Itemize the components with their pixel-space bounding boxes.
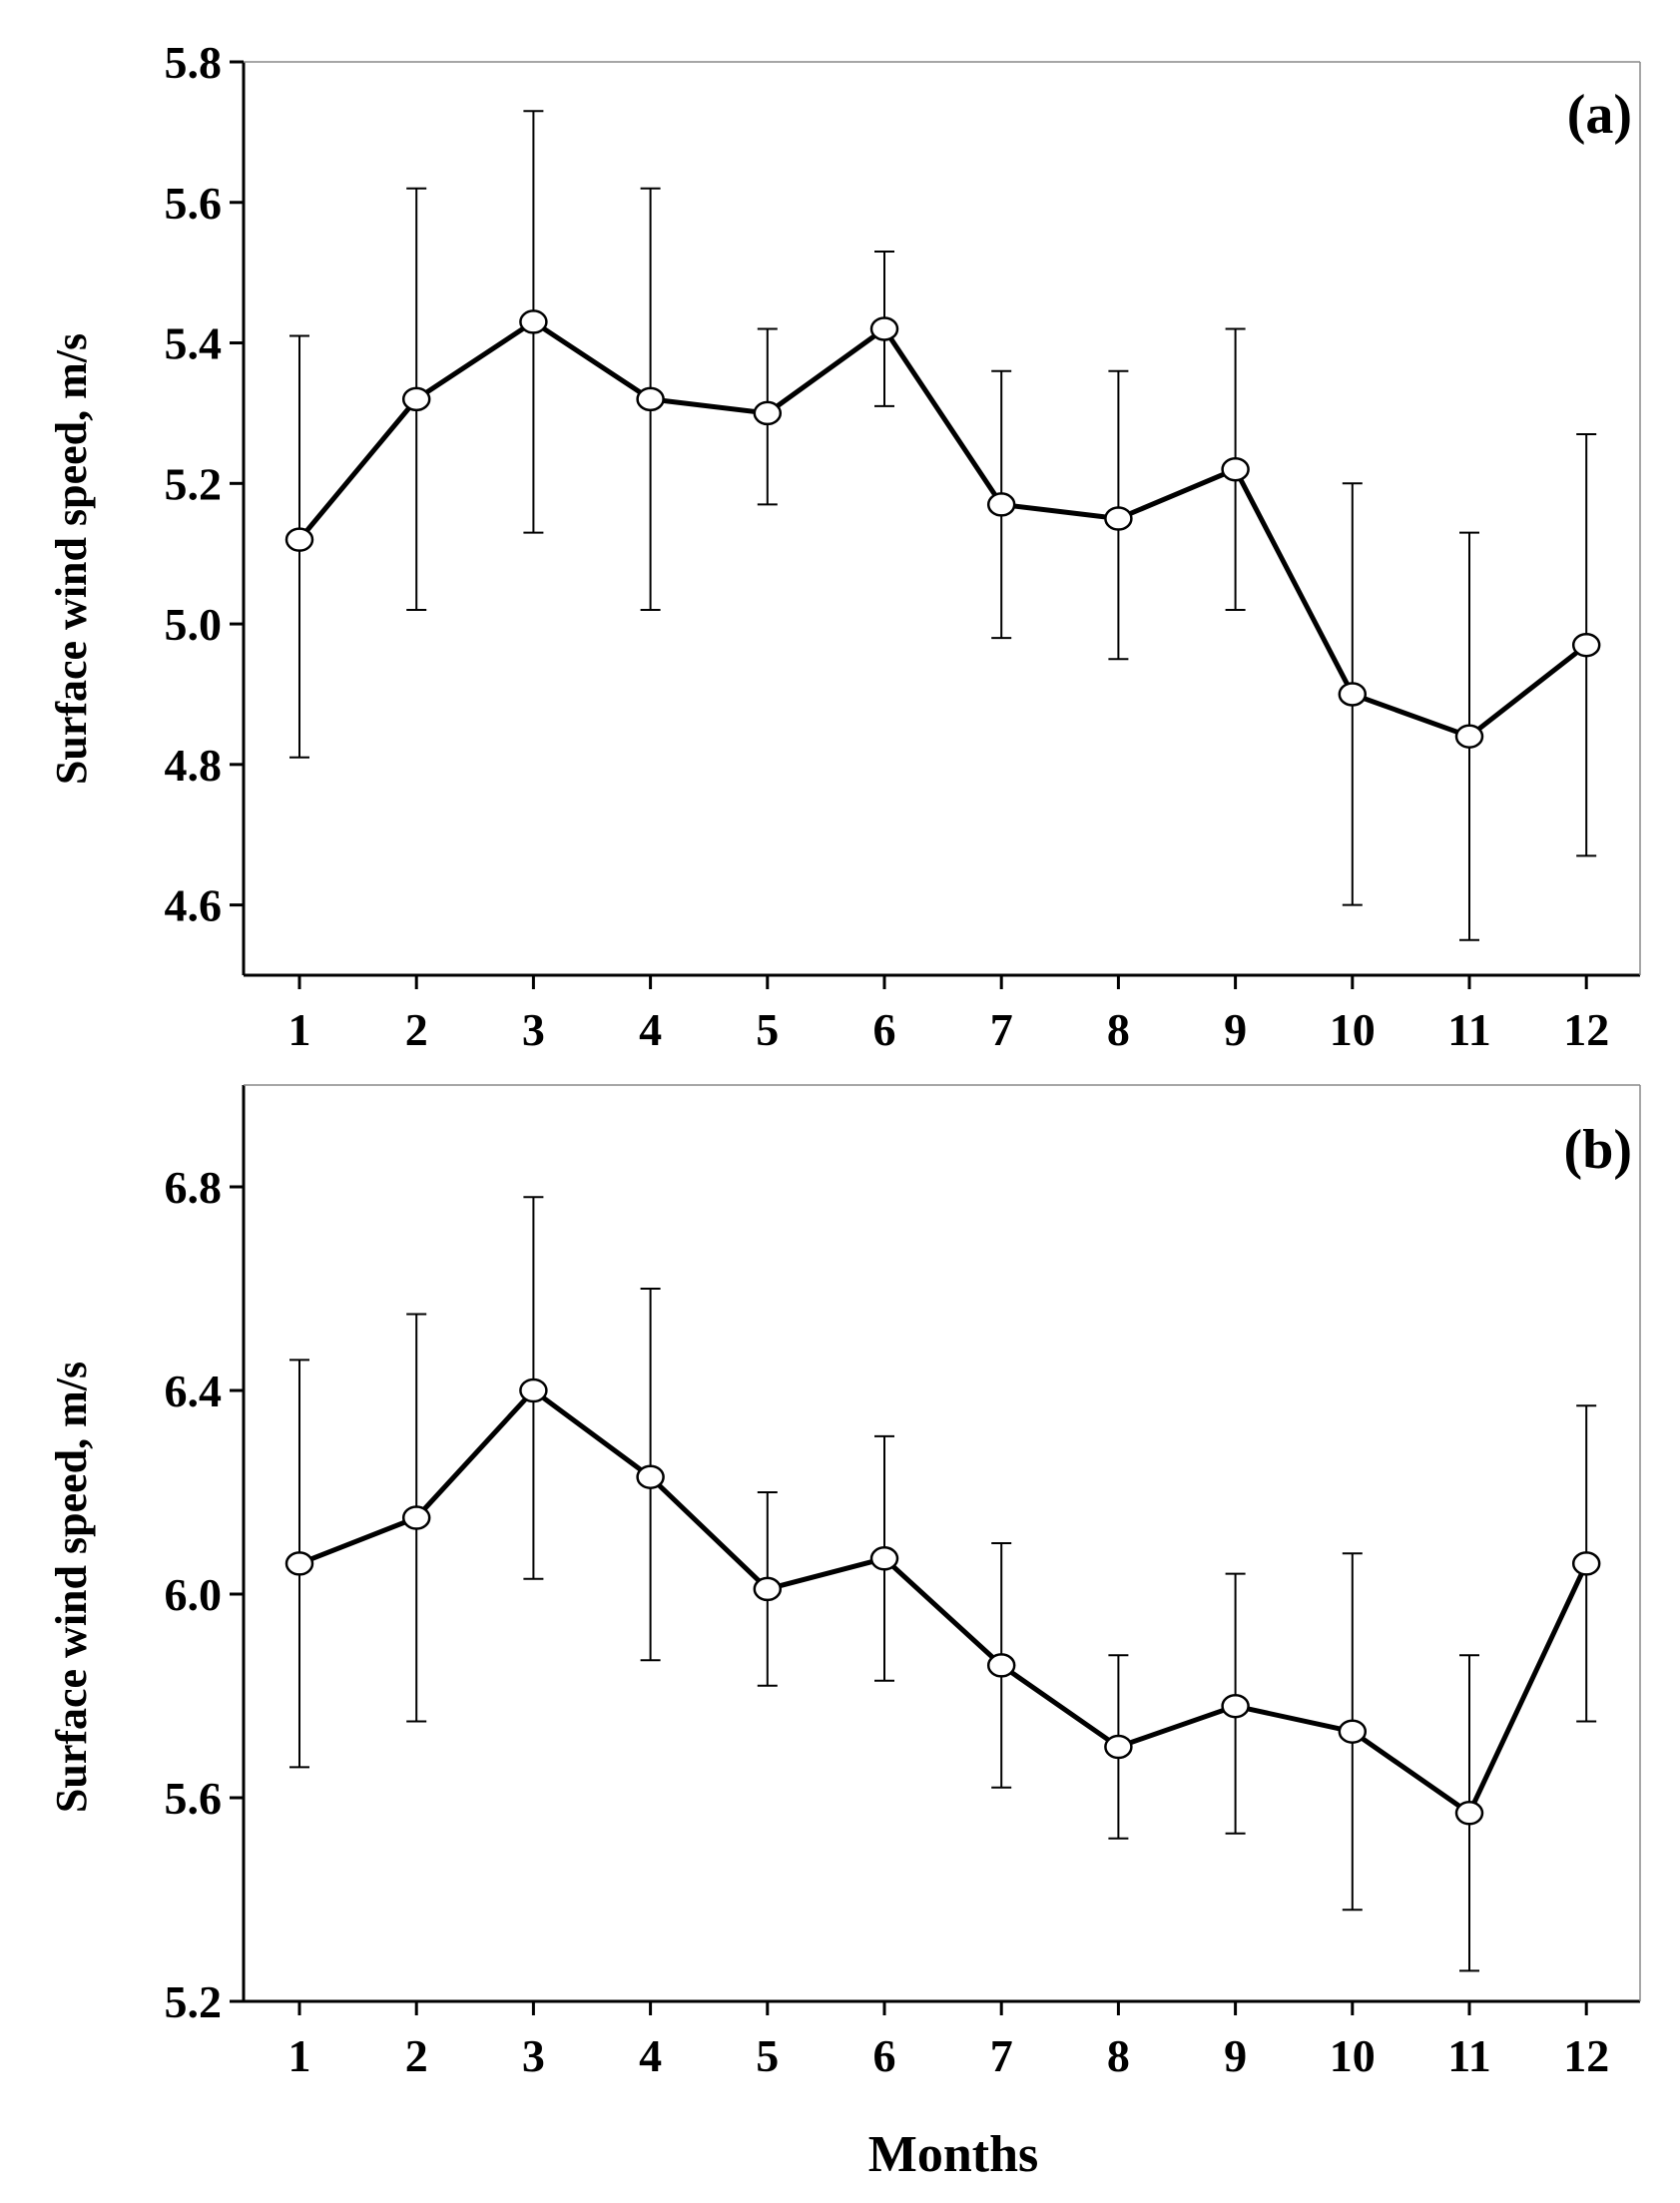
panel-b-data-point [284, 1551, 314, 1576]
panel-a-data-point [284, 527, 314, 552]
panel-a-line-path [297, 318, 1588, 740]
panel-b-x-tick-label: 11 [1447, 2030, 1490, 2081]
panel-a-data-point [1221, 456, 1250, 482]
panel-b-x-tick-label: 3 [522, 2030, 545, 2081]
panel-b-error-bars [289, 1196, 1597, 1972]
panel-a-markers [284, 309, 1601, 749]
panel-a-labels: 4.64.85.05.25.45.65.81 2 3 4 5 6 7 8 9 10 11 12 [165, 37, 1610, 1055]
panel-b-y-tick-label: 6.8 [165, 1162, 223, 1213]
panel-a-x-tick-label: 4 [639, 1004, 662, 1055]
panel-a-x-tick-label: 12 [1563, 1004, 1609, 1055]
panel-b-data-point [401, 1505, 431, 1530]
panel-b-data-point [1338, 1719, 1368, 1744]
panel-a-x-tick-label: 7 [990, 1004, 1013, 1055]
panel-b-x-tick-label: 10 [1330, 2030, 1376, 2081]
panel-b-data-point [753, 1576, 783, 1602]
panel-b-x-tick-label: 4 [639, 2030, 662, 2081]
panel-b-y-tick-label: 5.6 [165, 1773, 223, 1824]
panel-a-x-tick-label: 3 [522, 1004, 545, 1055]
panel-a-data-point [1338, 682, 1368, 707]
panel-a-y-tick-label: 5.0 [165, 599, 223, 650]
panel-a-data-point [519, 309, 548, 334]
panel-b-data-point [986, 1653, 1016, 1678]
panel-a-x-tick-label: 5 [756, 1004, 779, 1055]
panel-b-data-point [519, 1377, 548, 1403]
panel-b-x-tick-label: 8 [1107, 2030, 1130, 2081]
panel-a-series-line [297, 318, 1588, 740]
panel-a-data-point [753, 400, 783, 426]
panel-b-y-tick-label: 6.0 [165, 1569, 223, 1620]
panel-b-axes [230, 1084, 1641, 2015]
panel-a-x-tick-label: 1 [288, 1004, 311, 1055]
panel-b-y-tick-label: 6.4 [165, 1366, 223, 1416]
panel-a-tag: (a) [1567, 84, 1632, 146]
panel-a-data-point [401, 386, 431, 412]
panel-b-y-tick-label: 5.2 [165, 1976, 223, 2027]
panel-a-y-axis-title: Surface wind speed, m/s [47, 333, 96, 785]
panel-b-x-tick-label: 2 [405, 2030, 428, 2081]
panel-a-axes [230, 60, 1641, 989]
panel-b-y-axis-title: Surface wind speed, m/s [47, 1362, 96, 1813]
panel-b-x-tick-label: 1 [288, 2030, 311, 2081]
panel-a-data-point [1454, 724, 1484, 749]
panel-a-x-tick-label: 6 [873, 1004, 896, 1055]
panel-a-data-point [1571, 632, 1601, 658]
panel-a-y-tick-label: 5.4 [165, 318, 223, 369]
panel-a-data-point [869, 316, 899, 341]
panel-a-y-tick-label: 4.8 [165, 740, 223, 791]
panel-a-data-point [1104, 506, 1133, 531]
panel-b-labels: 5.25.66.06.46.81 2 3 4 5 6 7 8 9 10 11 12 [165, 1162, 1610, 2081]
panel-b: 5.25.66.06.46.81 2 3 4 5 6 7 8 9 10 11 12 (b) Surfa… [47, 1084, 1641, 2183]
panel-b-x-tick-label: 12 [1563, 2030, 1609, 2081]
panel-a-data-point [636, 386, 665, 412]
panel-b-x-tick-label: 6 [873, 2030, 896, 2081]
panel-a-x-tick-label: 9 [1224, 1004, 1247, 1055]
panel-b-data-point [1454, 1801, 1484, 1826]
panel-b-data-point [1104, 1734, 1133, 1760]
panel-a-y-tick-label: 4.6 [165, 880, 223, 931]
panel-b-data-point [869, 1546, 899, 1571]
panel-a-y-tick-label: 5.6 [165, 178, 223, 229]
panel-a-x-tick-label: 10 [1330, 1004, 1376, 1055]
panel-b-tag: (b) [1564, 1119, 1632, 1181]
panel-b-x-tick-label: 7 [990, 2030, 1013, 2081]
panel-a-x-tick-label: 2 [405, 1004, 428, 1055]
panel-b-data-point [1571, 1551, 1601, 1576]
panel-a-y-tick-label: 5.8 [165, 37, 223, 88]
panel-a: 4.64.85.05.25.45.65.81 2 3 4 5 6 7 8 9 10 11 12 (a)… [47, 37, 1641, 1055]
panel-a-x-tick-label: 11 [1447, 1004, 1490, 1055]
panel-a-y-tick-label: 5.2 [165, 458, 223, 509]
panel-b-data-point [1221, 1693, 1250, 1719]
panel-a-data-point [986, 492, 1016, 517]
panel-b-series-line [298, 1387, 1589, 1816]
panel-a-x-tick-label: 8 [1107, 1004, 1130, 1055]
panel-b-data-point [636, 1464, 665, 1489]
panel-b-x-tick-label: 9 [1224, 2030, 1247, 2081]
panel-b-line-path [298, 1387, 1589, 1816]
panel-b-x-tick-label: 5 [756, 2030, 779, 2081]
panel-b-markers [284, 1377, 1601, 1826]
x-axis-title: Months [868, 2126, 1038, 2183]
panel-a-error-bars [289, 110, 1597, 941]
